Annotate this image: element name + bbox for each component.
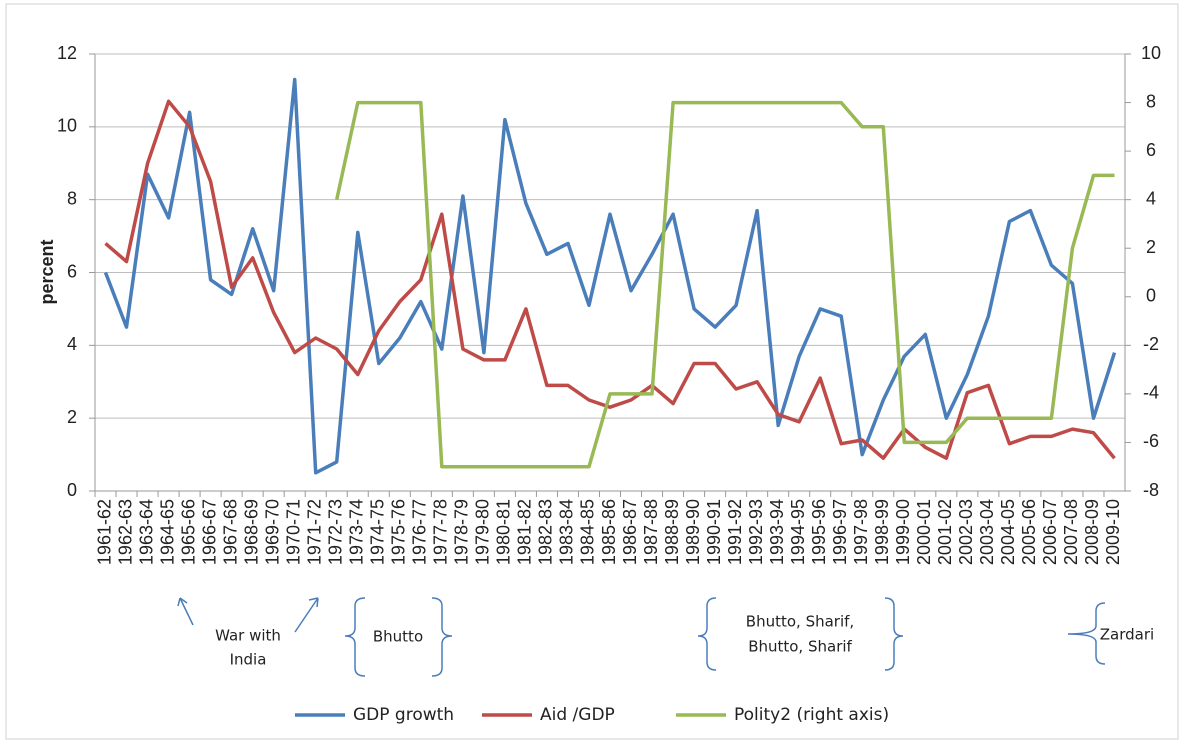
x-tick-label: 1983-84	[557, 499, 577, 565]
legend-label: Polity2 (right axis)	[734, 705, 889, 725]
x-tick-label: 1991-92	[725, 499, 745, 565]
arrow	[177, 597, 194, 626]
x-tick-label: 1979-80	[473, 499, 493, 565]
y-tick-label: 4	[67, 334, 77, 354]
x-tick-label: 1981-82	[515, 499, 535, 565]
x-tick-label: 1965-66	[178, 499, 198, 565]
x-tick-label: 1968-69	[241, 499, 261, 565]
y-tick-label: 2	[67, 407, 77, 427]
bracket	[1067, 602, 1106, 665]
x-tick-label: 1997-98	[851, 499, 871, 565]
x-tick-label: 1999-00	[893, 499, 913, 565]
x-tick-label: 1984-85	[578, 499, 598, 565]
y2-tick-label: -8	[1143, 480, 1159, 500]
annotation: Bhutto, Sharif	[748, 638, 852, 656]
x-tick-label: 1993-94	[767, 499, 787, 565]
x-tick-label: 2005-06	[1019, 499, 1039, 565]
y-tick-label: 10	[57, 116, 77, 136]
y2-tick-label: 4	[1146, 188, 1156, 208]
x-tick-label: 1994-95	[788, 499, 808, 565]
y2-tick-label: -6	[1143, 431, 1159, 451]
x-tick-label: 2000-01	[914, 499, 934, 565]
x-tick-label: 1976-77	[410, 499, 430, 565]
x-tick-label: 1986-87	[620, 499, 640, 565]
annotation: Bhutto, Sharif,	[746, 613, 854, 631]
x-tick-label: 2004-05	[998, 499, 1018, 565]
bracket	[884, 597, 904, 671]
x-tick-label: 1971-72	[304, 499, 324, 565]
y-tick-label: 0	[67, 480, 77, 500]
x-tick-label: 1972-73	[325, 499, 345, 565]
x-tick-label: 2003-04	[977, 499, 997, 565]
y-axis-label: percent	[37, 239, 57, 304]
y-tick-label: 8	[67, 188, 77, 208]
bracket	[344, 597, 366, 677]
legend-label: Aid /GDP	[540, 705, 615, 725]
y-tick-label: 6	[67, 261, 77, 281]
x-tick-label: 2002-03	[956, 499, 976, 565]
x-tick-label: 1966-67	[199, 499, 219, 565]
x-tick-label: 1992-93	[746, 499, 766, 565]
y2-tick-label: -4	[1143, 383, 1159, 403]
x-tick-label: 2009-10	[1103, 499, 1123, 565]
x-tick-label: 1977-78	[431, 499, 451, 565]
x-tick-label: 1987-88	[641, 499, 661, 565]
x-tick-label: 1969-70	[262, 499, 282, 565]
x-tick-label: 2007-08	[1061, 499, 1081, 565]
x-tick-label: 1980-81	[494, 499, 514, 565]
x-tick-label: 1964-65	[157, 499, 177, 565]
x-tick-label: 1973-74	[347, 499, 367, 565]
series-line	[104, 99, 1116, 460]
y2-tick-label: 8	[1146, 91, 1156, 111]
annotation: India	[230, 651, 267, 669]
annotation: Bhutto	[373, 628, 423, 646]
x-tick-label: 1962-63	[115, 499, 135, 565]
x-tick-label: 1975-76	[389, 499, 409, 565]
x-tick-label: 1988-89	[662, 499, 682, 565]
arrow	[294, 597, 319, 633]
chart-frame	[5, 3, 1179, 740]
x-tick-label: 1974-75	[368, 499, 388, 565]
x-tick-label: 1967-68	[220, 499, 240, 565]
series-line	[103, 77, 1117, 475]
y2-tick-label: 2	[1146, 237, 1156, 257]
x-tick-label: 1982-83	[536, 499, 556, 565]
bracket	[431, 597, 453, 677]
annotation: War with	[215, 627, 281, 645]
y2-tick-label: 6	[1146, 140, 1156, 160]
x-tick-label: 2001-02	[935, 499, 955, 565]
y2-tick-label: 10	[1141, 43, 1161, 63]
y2-tick-label: 0	[1146, 286, 1156, 306]
x-tick-label: 1996-97	[830, 499, 850, 565]
y-tick-label: 12	[57, 43, 77, 63]
x-tick-label: 1978-79	[452, 499, 472, 565]
x-tick-label: 1998-99	[872, 499, 892, 565]
x-tick-label: 1961-62	[94, 499, 114, 565]
x-tick-label: 1995-96	[809, 499, 829, 565]
legend-label: GDP growth	[353, 705, 454, 725]
x-tick-label: 2008-09	[1082, 499, 1102, 565]
x-tick-label: 1990-91	[704, 499, 724, 565]
x-tick-label: 1985-86	[599, 499, 619, 565]
bracket	[697, 597, 717, 671]
series-line	[334, 100, 1115, 469]
x-tick-label: 1970-71	[283, 499, 303, 565]
x-tick-label: 1963-64	[136, 499, 156, 565]
x-tick-label: 2006-07	[1040, 499, 1060, 565]
annotation: Zardari	[1100, 626, 1154, 644]
x-tick-label: 1989-90	[683, 499, 703, 565]
y2-tick-label: -2	[1143, 334, 1159, 354]
